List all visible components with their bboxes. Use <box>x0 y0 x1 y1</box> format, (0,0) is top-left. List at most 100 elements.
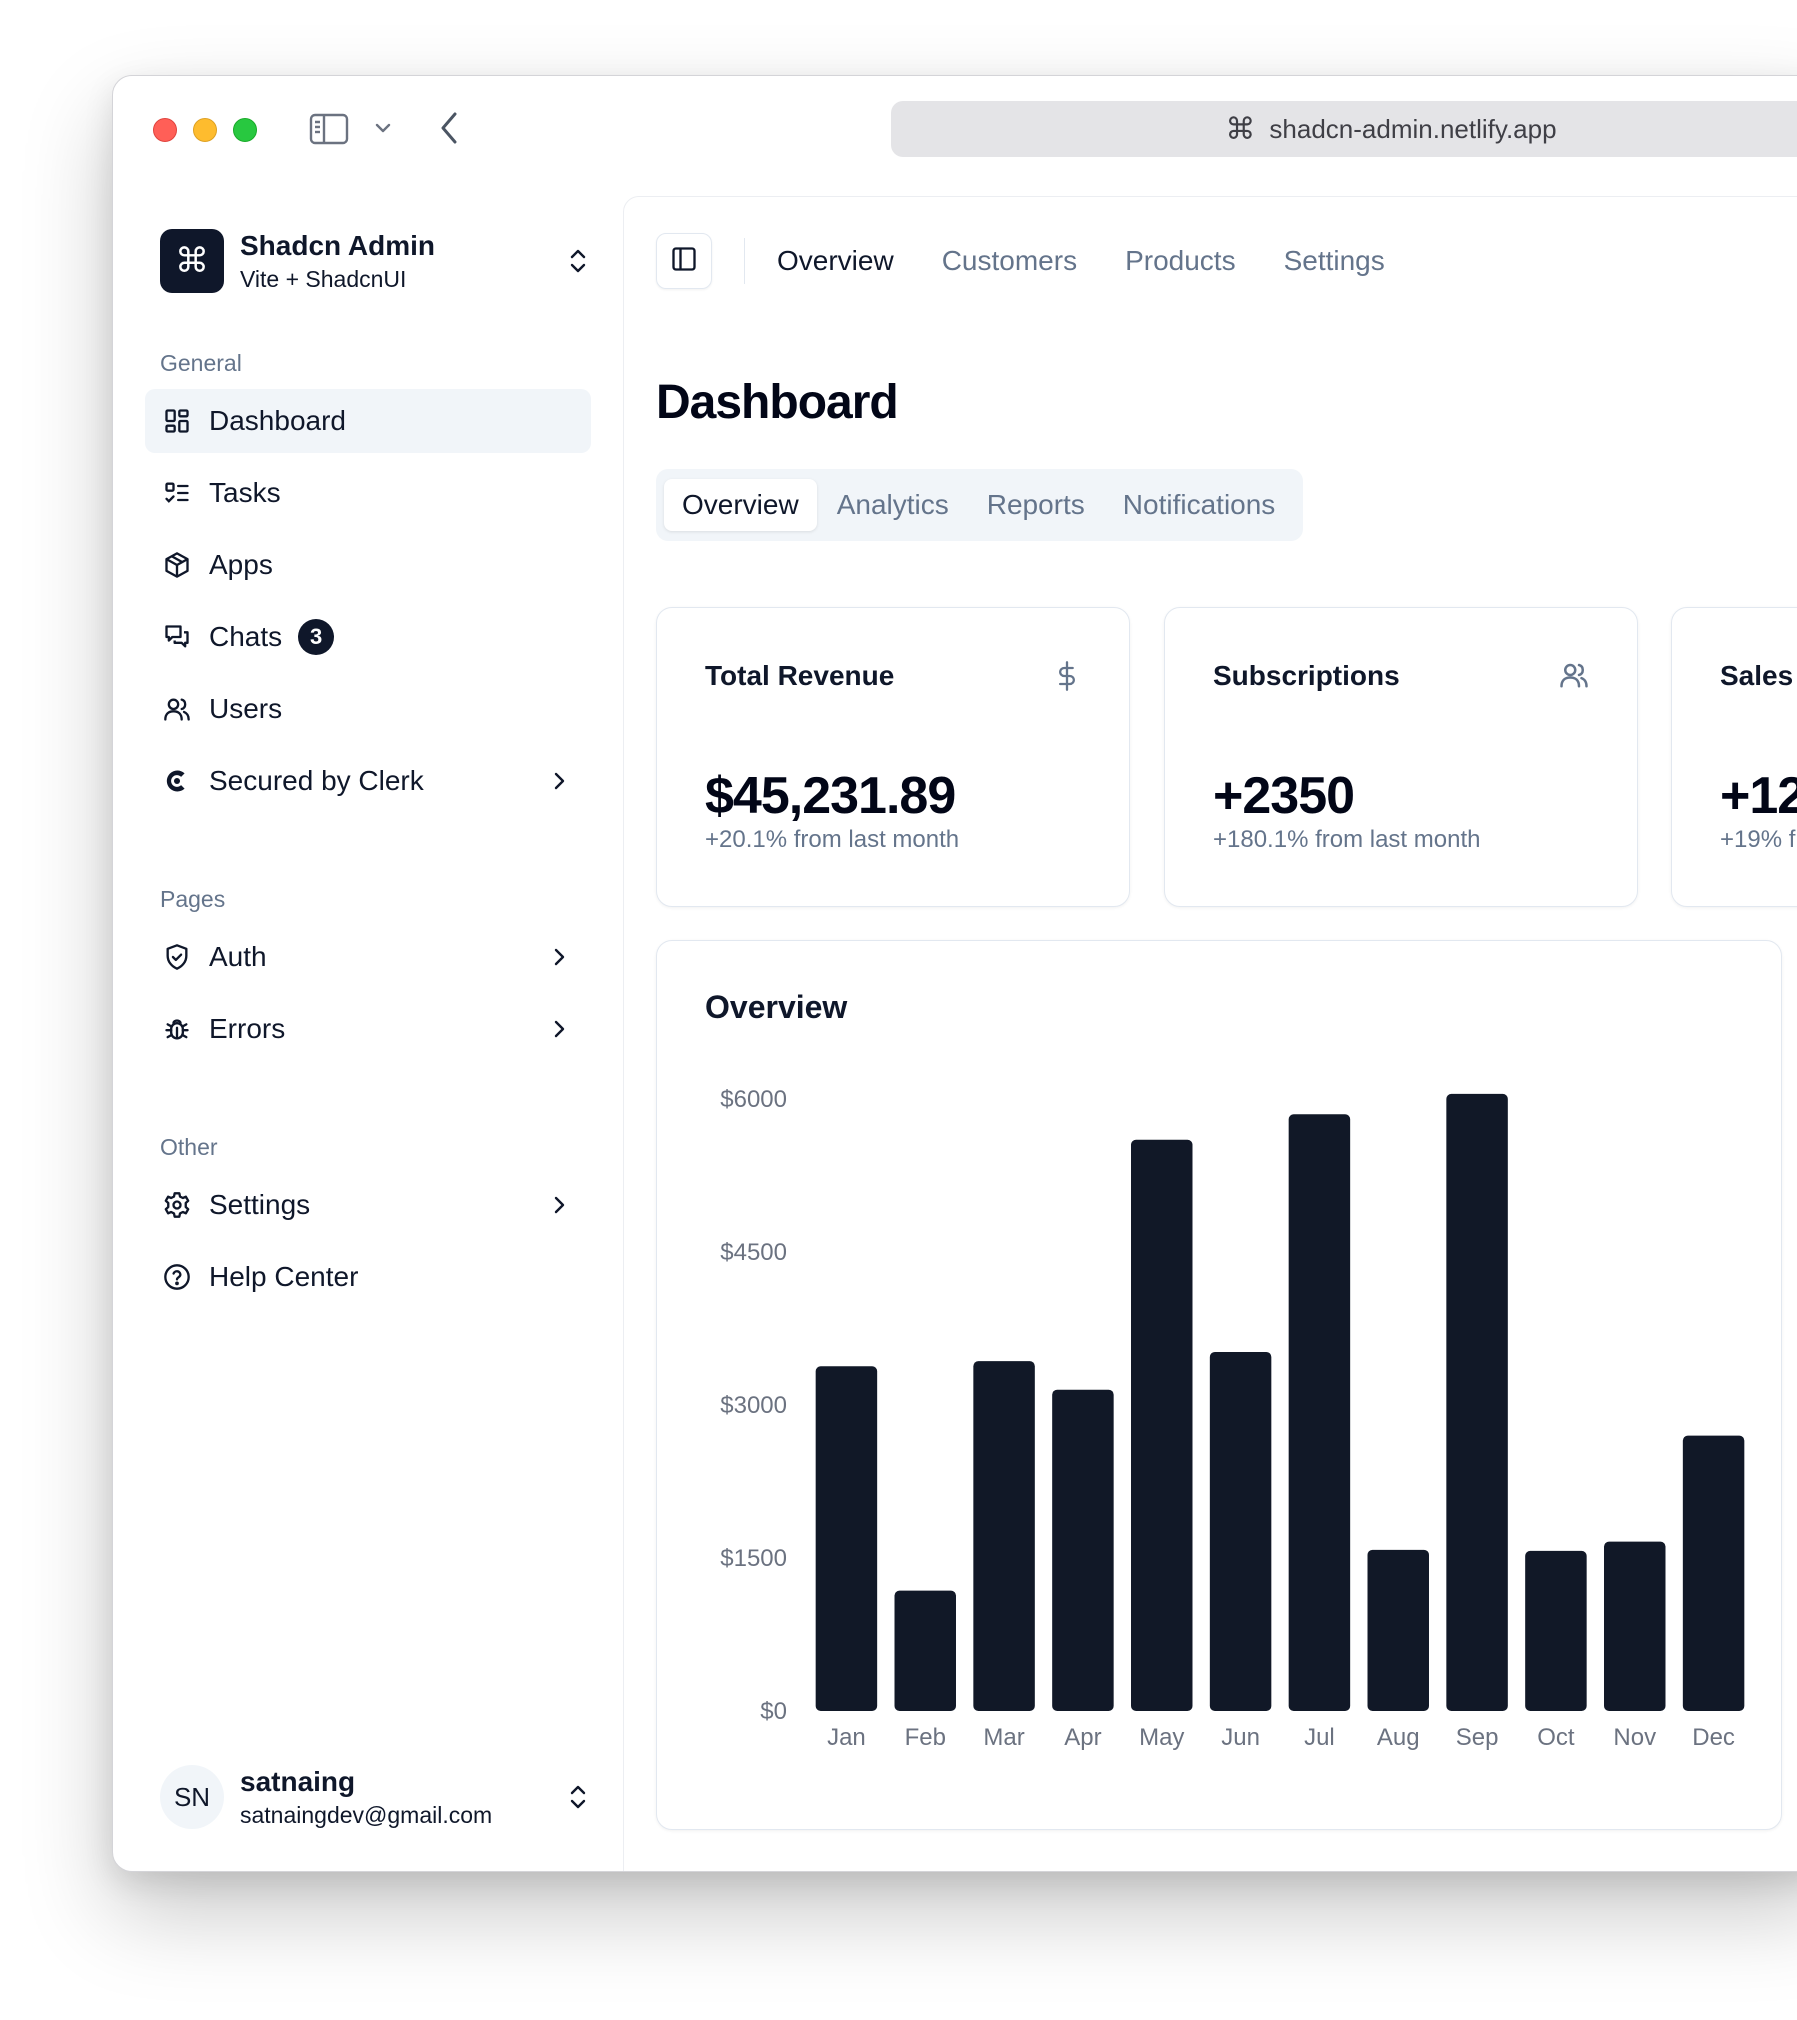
zoom-window-button[interactable] <box>233 118 257 142</box>
overview-chart-card: Overview $0 $1500 $3000 $4500 $6000 Jan Feb Mar… <box>656 940 1782 1830</box>
chart-title: Overview <box>705 989 848 1025</box>
topnav-settings[interactable]: Settings <box>1283 245 1385 276</box>
top-nav: Overview Customers Products Settings <box>656 233 1433 289</box>
y-tick-label: $4500 <box>720 1239 787 1266</box>
messages-square-icon <box>161 621 193 653</box>
topnav-overview[interactable]: Overview <box>777 245 894 276</box>
topnav-products[interactable]: Products <box>1125 245 1236 276</box>
address-bar[interactable]: ⌘ shadcn-admin.netlify.app <box>891 101 1797 157</box>
sidebar-item-help-center[interactable]: Help Center <box>145 1245 591 1309</box>
team-name: Shadcn Admin <box>240 229 435 261</box>
stat-card-total-revenue: Total Revenue $45,231.89 +20.1% from las… <box>656 607 1130 907</box>
sidebar-item-chats[interactable]: Chats 3 <box>145 605 591 669</box>
sidebar-item-label: Secured by Clerk <box>209 765 424 796</box>
panel-left-icon <box>670 245 698 278</box>
title-bar: ⌘ shadcn-admin.netlify.app <box>113 76 1797 186</box>
x-tick-label: Jan <box>827 1724 866 1751</box>
sidebar-item-label: Auth <box>209 941 267 972</box>
bar-may[interactable] <box>1131 1139 1193 1711</box>
list-checks-icon <box>161 477 193 509</box>
clerk-logo-icon <box>161 765 193 797</box>
chevron-right-icon <box>547 1191 571 1226</box>
bar-nov[interactable] <box>1604 1541 1666 1711</box>
sidebar-item-label: Chats <box>209 621 283 652</box>
group-label-general: General <box>160 350 242 376</box>
stat-value: $45,231.89 <box>705 767 956 825</box>
page-title: Dashboard <box>656 376 899 429</box>
x-tick-label: Aug <box>1377 1724 1420 1751</box>
x-tick-label: Jun <box>1221 1724 1260 1751</box>
sidebar-item-tasks[interactable]: Tasks <box>145 461 591 525</box>
x-tick-label: Nov <box>1613 1724 1656 1751</box>
x-tick-label: Dec <box>1692 1724 1735 1751</box>
tab-notifications[interactable]: Notifications <box>1122 489 1276 520</box>
sidebar-item-settings[interactable]: Settings <box>145 1173 591 1237</box>
bar-jul[interactable] <box>1288 1114 1351 1711</box>
chevron-down-icon[interactable] <box>373 118 393 143</box>
sidebar-item-auth[interactable]: Auth <box>145 925 591 989</box>
tab-reports[interactable]: Reports <box>986 489 1085 520</box>
bar-aug[interactable] <box>1367 1549 1429 1711</box>
main-content: Overview Customers Products Settings Das… <box>623 196 1797 1871</box>
sidebar-item-label: Settings <box>209 1189 311 1220</box>
help-circle-icon <box>161 1261 193 1293</box>
chevrons-up-down-icon <box>568 245 588 282</box>
x-tick-label: Mar <box>983 1724 1024 1751</box>
group-label-pages: Pages <box>160 886 226 912</box>
package-icon <box>161 549 193 581</box>
bar-dec[interactable] <box>1682 1435 1745 1711</box>
sidebar: ⌘ Shadcn Admin Vite + ShadcnUI General D… <box>113 186 623 1871</box>
y-tick-label: $1500 <box>720 1545 787 1572</box>
tab-overview[interactable]: Overview <box>664 479 817 531</box>
x-tick-label: May <box>1139 1724 1184 1751</box>
sidebar-item-dashboard[interactable]: Dashboard <box>145 389 591 453</box>
user-menu[interactable]: SN satnaing satnaingdev@gmail.com <box>160 1763 600 1831</box>
user-email: satnaingdev@gmail.com <box>240 1801 493 1828</box>
y-tick-label: $3000 <box>720 1392 787 1419</box>
sidebar-item-label: Apps <box>209 549 273 580</box>
bar-jun[interactable] <box>1209 1351 1272 1711</box>
sidebar-item-apps[interactable]: Apps <box>145 533 591 597</box>
bar-apr[interactable] <box>1052 1389 1114 1711</box>
users-icon <box>161 693 193 725</box>
sidebar-item-secured-by-clerk[interactable]: Secured by Clerk <box>145 749 591 813</box>
sidebar-item-label: Tasks <box>209 477 281 508</box>
sidebar-item-label: Users <box>209 693 283 724</box>
y-tick-label: $0 <box>760 1698 787 1725</box>
stat-label: Sales <box>1720 660 1794 691</box>
team-subtitle: Vite + ShadcnUI <box>240 265 407 292</box>
divider <box>744 238 745 284</box>
shield-check-icon <box>161 941 193 973</box>
x-tick-label: Apr <box>1064 1724 1101 1751</box>
browser-sidebar-toggle-icon[interactable] <box>309 112 349 151</box>
tabs-list: Overview Analytics Reports Notifications <box>656 469 1304 541</box>
overview-bar-chart: $0 $1500 $3000 $4500 $6000 Jan Feb Mar Apr May Jun… <box>720 1086 1745 1751</box>
bar-jan[interactable] <box>815 1366 878 1711</box>
team-switcher[interactable]: ⌘ Shadcn Admin Vite + ShadcnUI <box>160 227 600 295</box>
sidebar-item-errors[interactable]: Errors <box>145 997 591 1061</box>
gear-icon <box>161 1189 193 1221</box>
sidebar-item-label: Dashboard <box>209 405 346 436</box>
browser-window: ⌘ shadcn-admin.netlify.app ⌘ Shadcn Admi… <box>112 75 1797 1872</box>
minimize-window-button[interactable] <box>193 118 217 142</box>
stat-label: Subscriptions <box>1213 660 1400 691</box>
sidebar-trigger-button[interactable] <box>656 233 712 289</box>
close-window-button[interactable] <box>153 118 177 142</box>
sidebar-item-users[interactable]: Users <box>145 677 591 741</box>
bar-oct[interactable] <box>1525 1550 1587 1711</box>
stat-card-sales: Sales +12 +19% f <box>1671 607 1797 907</box>
sidebar-item-label: Help Center <box>209 1261 359 1292</box>
user-name: satnaing <box>240 1765 356 1797</box>
bar-feb[interactable] <box>894 1590 956 1711</box>
tab-analytics[interactable]: Analytics <box>836 489 949 520</box>
y-tick-label: $6000 <box>720 1086 787 1113</box>
team-logo-command-icon: ⌘ <box>160 229 224 293</box>
group-label-other: Other <box>160 1134 218 1160</box>
users-icon <box>1559 660 1589 695</box>
bar-mar[interactable] <box>973 1361 1035 1711</box>
dollar-icon <box>1053 660 1081 697</box>
stat-value: +2350 <box>1213 767 1355 825</box>
topnav-customers[interactable]: Customers <box>941 245 1078 276</box>
back-arrow-icon[interactable] <box>437 110 461 151</box>
bar-sep[interactable] <box>1446 1093 1508 1711</box>
